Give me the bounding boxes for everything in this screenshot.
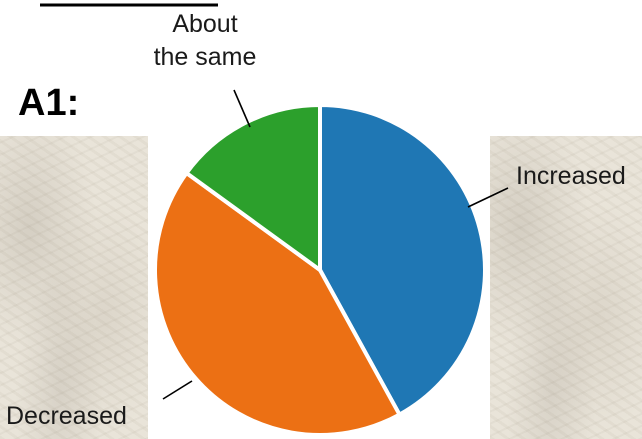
slice-label-increased: Increased [516,162,626,190]
panel-label: A1: [18,82,79,124]
pie-labels: Increased Decreased About the same [6,10,626,430]
slice-label-decreased: Decreased [6,402,127,430]
background-photo-left [0,136,148,439]
slice-label-about-the-same-line-2: the same [154,43,257,71]
pie-slice-decreased [153,171,402,437]
pie-leader-lines [162,89,509,400]
leader-line-decreased [162,380,193,400]
leader-line-about-the-same [233,89,251,128]
background-photo-right [490,136,642,439]
pie-slice-increased [318,103,487,417]
slice-label-about-the-same-line-1: About [172,10,237,38]
pie-slice-about-the-same [184,103,322,272]
leader-line-increased [467,187,509,208]
pie-slices [153,103,487,437]
